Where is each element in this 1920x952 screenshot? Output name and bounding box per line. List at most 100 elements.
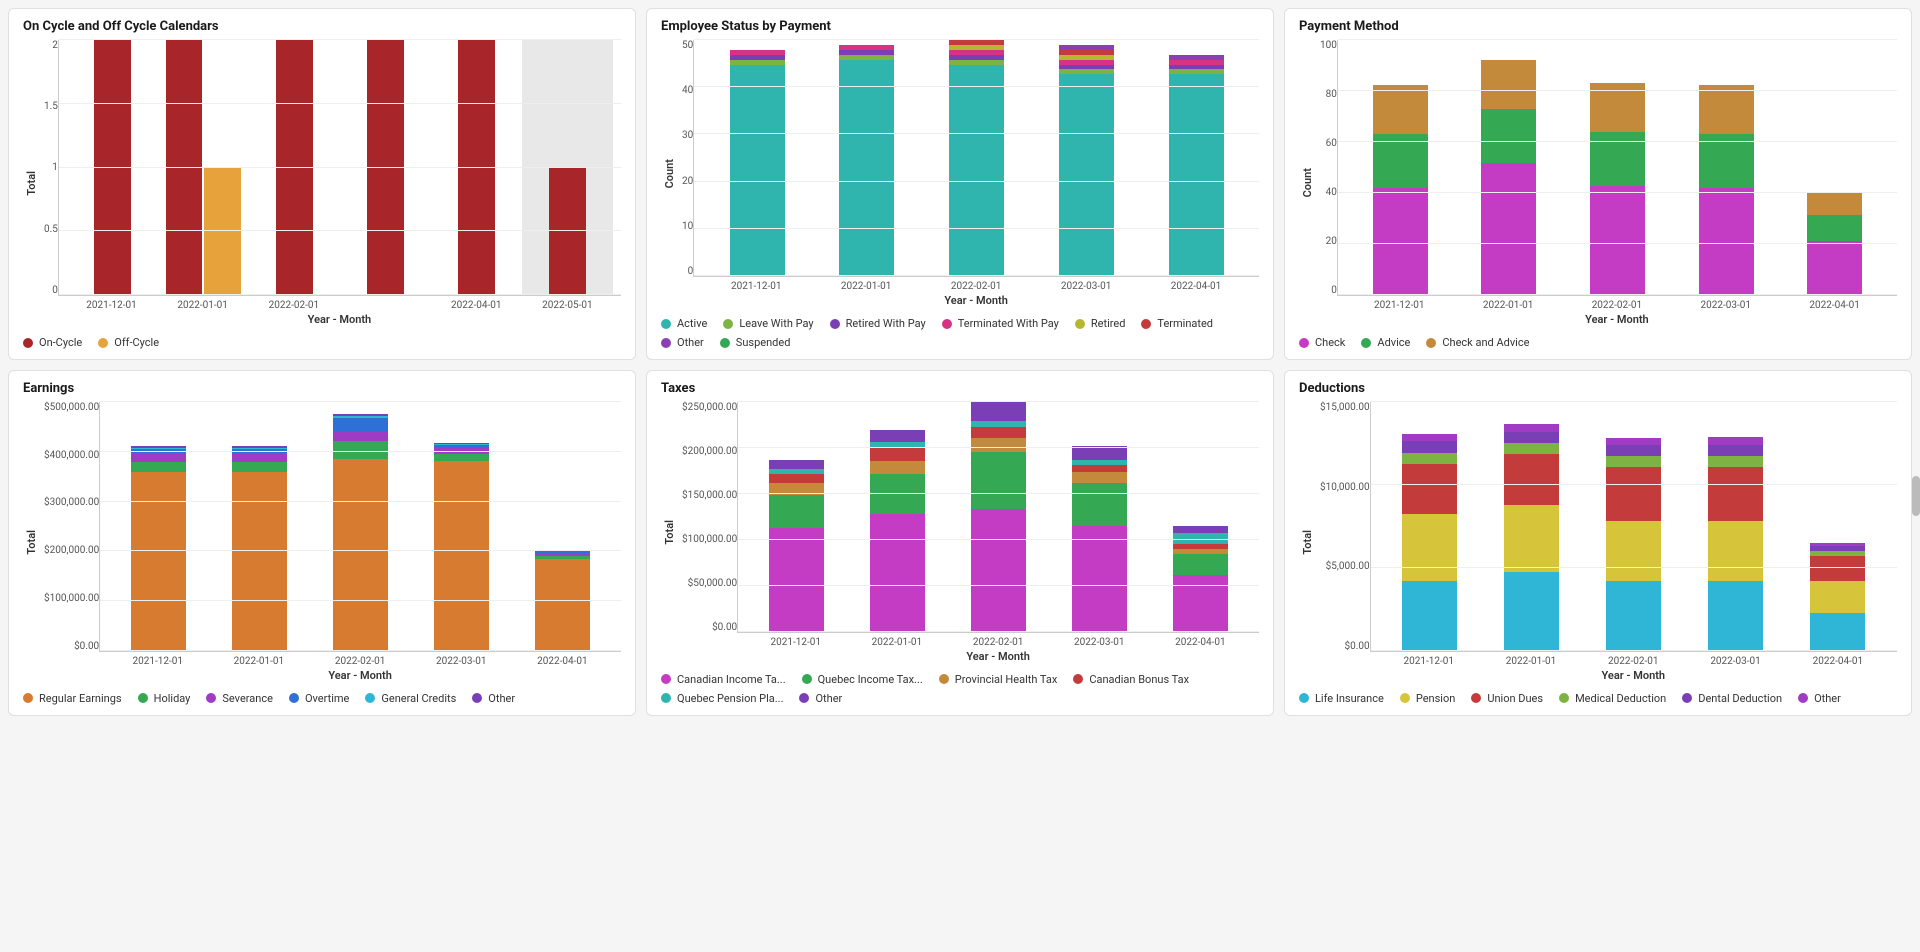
bar-segment[interactable] — [1504, 454, 1559, 505]
bar-stack[interactable] — [1481, 60, 1536, 295]
bar-segment[interactable] — [971, 509, 1026, 632]
bar-segment[interactable] — [333, 441, 388, 459]
bar-segment[interactable] — [1504, 432, 1559, 443]
bar-segment[interactable] — [1173, 554, 1228, 575]
legend-item[interactable]: Retired — [1075, 317, 1126, 330]
bar-stack[interactable] — [1173, 526, 1228, 632]
bar-segment[interactable] — [1606, 467, 1661, 521]
bar-segment[interactable] — [1402, 581, 1457, 651]
bar-segment[interactable] — [1173, 533, 1228, 544]
bar-stack[interactable] — [1810, 543, 1865, 651]
bar-stack[interactable] — [1590, 83, 1645, 295]
bar-segment[interactable] — [1072, 446, 1127, 460]
bar-stack[interactable] — [870, 430, 925, 631]
bar-group[interactable] — [847, 402, 948, 632]
bar-segment[interactable] — [1699, 188, 1754, 295]
bar-segment[interactable] — [1481, 109, 1536, 163]
bar-segment[interactable] — [1072, 465, 1127, 473]
bar[interactable] — [549, 168, 585, 296]
bar-group[interactable] — [1455, 40, 1564, 295]
bar-group[interactable] — [1787, 402, 1889, 651]
bar-segment[interactable] — [1504, 424, 1559, 432]
bar-segment[interactable] — [232, 472, 287, 651]
bar-group[interactable] — [812, 40, 922, 276]
bar-segment[interactable] — [131, 472, 186, 651]
legend-item[interactable]: General Credits — [365, 692, 456, 705]
bar-segment[interactable] — [1708, 437, 1763, 445]
legend-item[interactable]: Medical Deduction — [1559, 692, 1666, 705]
bar-stack[interactable] — [1402, 434, 1457, 651]
bar-group[interactable] — [1346, 40, 1455, 295]
bar-group[interactable] — [1379, 402, 1481, 651]
bar-segment[interactable] — [434, 461, 489, 651]
bar-segment[interactable] — [1590, 83, 1645, 132]
legend-item[interactable]: Provincial Health Tax — [939, 673, 1058, 686]
bar-segment[interactable] — [131, 453, 186, 462]
bar-segment[interactable] — [1590, 132, 1645, 186]
bar-segment[interactable] — [769, 474, 824, 483]
bar-segment[interactable] — [870, 430, 925, 441]
legend-item[interactable]: Life Insurance — [1299, 692, 1384, 705]
bar-segment[interactable] — [1708, 521, 1763, 581]
bar-segment[interactable] — [1072, 526, 1127, 632]
bar-group[interactable] — [1481, 402, 1583, 651]
bar-segment[interactable] — [769, 483, 824, 494]
bar-segment[interactable] — [1173, 575, 1228, 632]
bar-segment[interactable] — [131, 462, 186, 472]
bar-group[interactable] — [209, 402, 310, 651]
bar-segment[interactable] — [1402, 434, 1457, 442]
bar-stack[interactable] — [1169, 55, 1224, 276]
bar-segment[interactable] — [971, 402, 1026, 421]
bar-group[interactable] — [340, 40, 431, 295]
bar-segment[interactable] — [1606, 521, 1661, 581]
bar-group[interactable] — [1685, 402, 1787, 651]
bar-group[interactable] — [411, 402, 512, 651]
bar-segment[interactable] — [1072, 483, 1127, 526]
bar-segment[interactable] — [1708, 467, 1763, 521]
bar-segment[interactable] — [870, 461, 925, 474]
bar-group[interactable] — [158, 40, 249, 295]
bar[interactable] — [458, 40, 494, 295]
bar-segment[interactable] — [1373, 85, 1428, 134]
bar-segment[interactable] — [333, 432, 388, 441]
bar-segment[interactable] — [1173, 526, 1228, 533]
bar-segment[interactable] — [232, 462, 287, 472]
legend-item[interactable]: Union Dues — [1471, 692, 1543, 705]
bar-group[interactable] — [1672, 40, 1781, 295]
bar-group[interactable] — [310, 402, 411, 651]
bar-stack[interactable] — [971, 402, 1026, 632]
legend-item[interactable]: Pension — [1400, 692, 1455, 705]
bar-segment[interactable] — [870, 474, 925, 514]
legend-item[interactable]: Regular Earnings — [23, 692, 122, 705]
bar-stack[interactable] — [1504, 424, 1559, 651]
plot[interactable] — [693, 40, 1259, 277]
bar-stack[interactable] — [1606, 438, 1661, 651]
bar-segment[interactable] — [1402, 453, 1457, 464]
bar-segment[interactable] — [1402, 464, 1457, 515]
plot[interactable] — [1370, 402, 1897, 652]
legend-item[interactable]: Check and Advice — [1426, 336, 1529, 349]
bar-segment[interactable] — [1708, 581, 1763, 651]
bar-group[interactable] — [1032, 40, 1142, 276]
bar-segment[interactable] — [1169, 74, 1224, 276]
bar-group[interactable] — [522, 40, 613, 295]
bar-stack[interactable] — [1708, 437, 1763, 651]
bar-stack[interactable] — [1059, 45, 1114, 276]
bar-segment[interactable] — [333, 459, 388, 651]
legend-item[interactable]: Holiday — [138, 692, 191, 705]
bar-segment[interactable] — [1606, 456, 1661, 467]
bar-group[interactable] — [948, 402, 1049, 632]
legend-item[interactable]: Quebec Income Tax... — [802, 673, 923, 686]
bar-segment[interactable] — [870, 514, 925, 632]
bar-segment[interactable] — [1504, 505, 1559, 572]
legend-item[interactable]: Leave With Pay — [723, 317, 813, 330]
plot[interactable] — [737, 402, 1259, 633]
bar-group[interactable] — [746, 402, 847, 632]
bar-segment[interactable] — [1810, 581, 1865, 613]
bar-segment[interactable] — [839, 60, 894, 276]
bar-segment[interactable] — [1810, 556, 1865, 581]
bar-stack[interactable] — [839, 45, 894, 276]
bar[interactable] — [94, 40, 130, 295]
bar-group[interactable] — [702, 40, 812, 276]
bar[interactable] — [276, 40, 312, 295]
